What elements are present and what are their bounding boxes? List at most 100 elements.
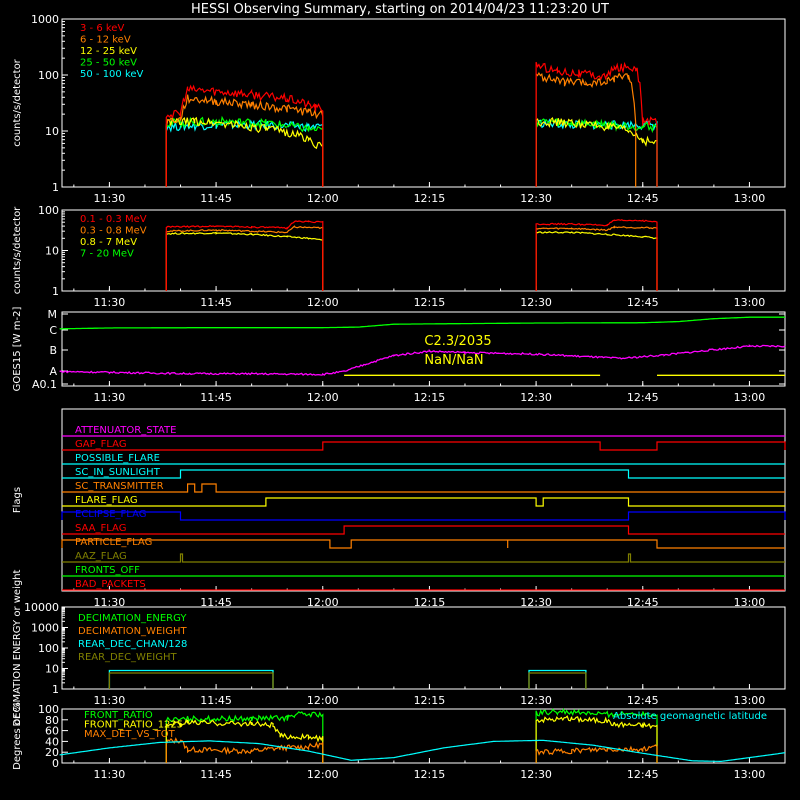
- lightcurve_low-series-line: [165, 116, 324, 188]
- lightcurve_high-time-label: 13:00: [734, 296, 766, 309]
- lightcurve_low-series-line: [535, 117, 658, 188]
- ratios-legend-entry: FRONT_RATIO: [84, 710, 153, 721]
- decimation-legend-entry: REAR_DEC_WEIGHT: [78, 652, 177, 663]
- panel-ratios: 11:30 11:45 12:00 12:15 12:30 12:45 13:00 Degre…: [12, 702, 786, 781]
- lightcurve_high-time-label: 11:30: [94, 296, 126, 309]
- decimation-time-label: 12:15: [414, 694, 446, 707]
- decimation-legend-entry: DECIMATION_WEIGHT: [78, 626, 187, 637]
- lightcurve_high-series-line: [165, 225, 324, 292]
- flag-line-gap_flag: [62, 441, 786, 451]
- flags-time-label: 13:00: [734, 596, 766, 609]
- flags-time-label: 11:30: [94, 596, 126, 609]
- panel-decimation: 11:30 11:45 12:00 12:15 12:30 12:45 13:00 DECIM…: [12, 569, 786, 726]
- lightcurve_low-legend-entry: 12 - 25 keV: [80, 46, 137, 57]
- decimation-ytick-label: 10: [45, 663, 59, 676]
- ratios-ytick-label: 0: [52, 757, 59, 770]
- lightcurve_low-series-line: [535, 61, 658, 188]
- ratios-series-line: [165, 718, 324, 764]
- ratios-series-line: [535, 744, 658, 764]
- ratios-time-label: 12:15: [414, 768, 446, 781]
- lightcurve_high-legend-entry: 0.3 - 0.8 MeV: [80, 226, 147, 237]
- decimation-ytick-label: 10000: [24, 601, 59, 614]
- flag-label-fronts_off: FRONTS_OFF: [75, 565, 140, 576]
- lightcurve_high-series-line: [165, 231, 324, 292]
- lightcurve_low-series-line: [535, 72, 637, 188]
- flags-time-label: 12:00: [307, 596, 339, 609]
- flag-label-saa_flag: SAA_FLAG: [75, 523, 126, 534]
- lightcurve_high-series-line: [165, 220, 324, 292]
- decimation-legend-entry: REAR_DEC_CHAN/128: [78, 639, 187, 650]
- flag-line-eclipse_flag: [61, 511, 786, 521]
- lightcurve_low-legend-entry: 6 - 12 keV: [80, 35, 131, 46]
- ratios-ytick-label: 100: [38, 703, 59, 716]
- flag-label-particle_flag: PARTICLE_FLAG: [75, 537, 152, 548]
- ratios-time-label: 12:45: [627, 768, 659, 781]
- goes-time-label: 12:00: [307, 391, 339, 404]
- goes-time-label: 12:45: [627, 391, 659, 404]
- lightcurve_low-series-line: [165, 94, 324, 188]
- lightcurve_low-time-label: 11:30: [94, 192, 126, 205]
- decimation-time-label: 12:00: [307, 694, 339, 707]
- decimation-series-line: [528, 672, 587, 689]
- ratios-ytick-label: 20: [45, 746, 59, 759]
- goes-time-label: 12:30: [520, 391, 552, 404]
- ratios-ylabel: Degrees or %: [12, 702, 23, 770]
- ratios-series-line: [165, 737, 324, 764]
- lightcurve_low-series-line: [165, 84, 324, 188]
- flag-label-eclipse_flag: ECLIPSE_FLAG: [75, 509, 146, 520]
- flag-line-aaz_flag: [62, 553, 785, 563]
- flags-time-label: 12:30: [520, 596, 552, 609]
- goes-ytick-label: M: [48, 308, 58, 321]
- lightcurve_high-legend-entry: 0.1 - 0.3 MeV: [80, 214, 147, 225]
- flag-label-sc_in_sunlight: SC_IN_SUNLIGHT: [75, 467, 161, 478]
- lightcurve_low-legend-entry: 50 - 100 keV: [80, 69, 144, 80]
- lightcurve_low-ytick-label: 1: [52, 181, 59, 194]
- flag-label-possible_flare: POSSIBLE_FLARE: [75, 453, 160, 464]
- ratios-series-line: [535, 708, 658, 764]
- goes-ylabel: GOES15 [W m-2]: [12, 307, 23, 392]
- decimation-ytick-label: 100: [38, 642, 59, 655]
- lightcurve_high-ytick-label: 10: [45, 245, 59, 258]
- lightcurve_high-series-line: [535, 219, 658, 292]
- flag-line-flare_flag: [62, 497, 785, 507]
- ratios-legend-entry: FRONT_RATIO_1225: [84, 720, 183, 731]
- lightcurve_high-time-label: 12:30: [520, 296, 552, 309]
- decimation-legend-entry: DECIMATION_ENERGY: [78, 613, 187, 624]
- lightcurve_low-ytick-label: 10: [45, 125, 59, 138]
- goes-annotation-class: C2.3/2035: [424, 334, 491, 349]
- lightcurve_low-time-label: 11:45: [200, 192, 232, 205]
- lightcurve_low-series-line: [165, 119, 324, 188]
- goes-frame: [61, 311, 786, 387]
- lightcurve_high-ylabel: counts/s/detector: [12, 206, 23, 294]
- lightcurve_low-frame: [61, 18, 786, 188]
- decimation-time-label: 11:45: [200, 694, 232, 707]
- lightcurve_high-series-line: [535, 225, 658, 292]
- lightcurve_low-time-label: 12:30: [520, 192, 552, 205]
- lightcurve_high-series-line: [535, 231, 658, 292]
- goes-annotation-nan: NaN/NaN: [424, 353, 483, 368]
- ratios-series-line: [165, 711, 324, 764]
- lightcurve_low-ylabel: counts/s/detector: [12, 58, 23, 146]
- lightcurve_low-legend-entry: 25 - 50 keV: [80, 58, 137, 69]
- ratios-time-label: 13:00: [734, 768, 766, 781]
- ratios-ytick-label: 40: [45, 735, 59, 748]
- goes-ytick-label: A0.1: [32, 378, 57, 391]
- lightcurve_low-legend-entry: 3 - 6 keV: [80, 23, 124, 34]
- ratios-series-line: [59, 739, 786, 762]
- lightcurve_high-legend-entry: 7 - 20 MeV: [80, 249, 134, 260]
- panel-lightcurve_high: 11:30 11:45 12:00 12:15 12:30 12:45 13:00 count…: [12, 204, 786, 309]
- flag-label-flare_flag: FLARE_FLAG: [75, 495, 138, 506]
- lightcurve_high-time-label: 12:00: [307, 296, 339, 309]
- goes-ytick-label: B: [49, 344, 57, 357]
- flag-line-sc_in_sunlight: [62, 469, 785, 479]
- decimation-ylabel: DECIMATION ENERGY or weight: [12, 569, 23, 726]
- ratios-time-label: 12:00: [307, 768, 339, 781]
- flag-label-bad_packets: BAD_PACKETS: [75, 579, 146, 590]
- lightcurve_low-ytick-label: 1000: [31, 13, 59, 26]
- ratios-ytick-label: 60: [45, 725, 59, 738]
- panel-flags: 11:30 11:45 12:00 12:15 12:30 12:45 13:00 Flags…: [12, 408, 786, 609]
- goes-time-label: 13:00: [734, 391, 766, 404]
- panel-goes: 11:30 11:45 12:00 12:15 12:30 12:45 13:00 GOES1…: [12, 307, 786, 404]
- flag-label-sc_transmitter: SC_TRANSMITTER: [75, 481, 164, 492]
